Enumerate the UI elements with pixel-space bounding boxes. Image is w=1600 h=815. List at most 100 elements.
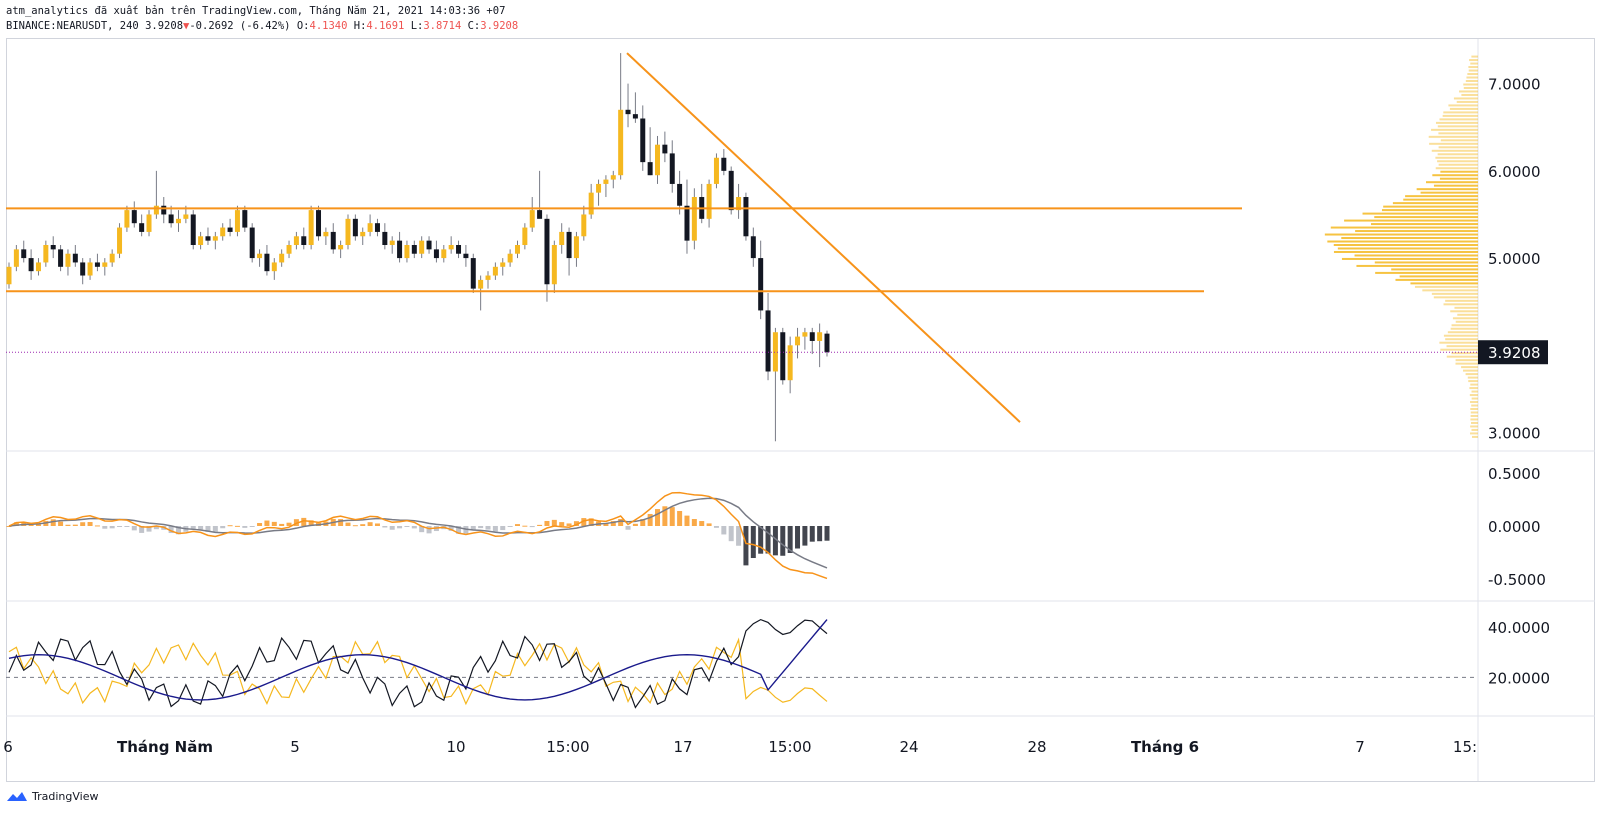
candle-body <box>13 249 19 267</box>
footer: TradingView <box>6 790 98 803</box>
time-axis-label: 15:00 <box>768 738 811 756</box>
candle <box>374 218 380 237</box>
candle <box>456 240 462 259</box>
candle <box>35 258 41 276</box>
volume-profile-bar <box>1470 62 1478 65</box>
candle <box>669 140 675 193</box>
macd-histogram-bar <box>485 526 491 530</box>
macd-histogram-bar <box>190 526 196 529</box>
volume-profile-bar <box>1453 97 1478 100</box>
candle-body <box>566 231 572 259</box>
macd-histogram-bar <box>721 526 727 535</box>
candle-body <box>205 236 211 241</box>
candle <box>338 240 344 259</box>
candle <box>28 249 34 280</box>
candle <box>323 227 329 245</box>
macd-histogram-bar <box>352 525 358 527</box>
candle-body <box>183 214 189 219</box>
candle-body <box>780 332 786 381</box>
volume-profile-bar <box>1416 188 1478 191</box>
macd-histogram-bar <box>780 526 786 556</box>
candle-body <box>721 157 727 171</box>
candle-body <box>80 262 86 276</box>
open-label: O: <box>296 20 310 32</box>
close-value: 3.9208 <box>480 20 519 32</box>
candle-body <box>529 210 535 228</box>
volume-profile-bar <box>1395 278 1478 281</box>
macd-histogram-bar <box>220 526 226 529</box>
time-axis-label: 10 <box>446 738 465 756</box>
candle <box>640 105 646 171</box>
candle <box>485 271 491 289</box>
candle <box>279 249 285 267</box>
candle-body <box>109 253 115 263</box>
macd-histogram-bar <box>308 520 314 526</box>
candle-body <box>234 210 240 232</box>
candle-body <box>706 183 712 219</box>
volume-profile-bar <box>1449 107 1478 110</box>
candle <box>713 153 719 189</box>
volume-profile-bar <box>1337 247 1478 250</box>
candle-body <box>220 227 226 237</box>
low-value: 3.8714 <box>423 20 462 32</box>
macd-histogram-bar <box>736 526 742 546</box>
candle-body <box>87 262 93 276</box>
candle-body <box>618 109 624 176</box>
candle-body <box>249 227 255 259</box>
candle <box>492 262 498 280</box>
candle <box>625 83 631 128</box>
macd-histogram-bar <box>58 521 64 526</box>
volume-profile-bar <box>1425 181 1478 184</box>
macd-histogram-bar <box>647 513 653 526</box>
candle <box>58 245 64 272</box>
volume-profile-bar <box>1439 341 1478 344</box>
candle <box>360 227 366 245</box>
volume-profile-bar <box>1466 76 1478 79</box>
candle-body <box>419 240 425 254</box>
dmi-minus-line <box>8 637 828 706</box>
candle <box>603 175 609 198</box>
volume-profile-bar <box>1442 114 1478 117</box>
candle <box>787 336 793 394</box>
dmi-axis-label: 20.0000 <box>1488 669 1550 687</box>
volume-profile-bar <box>1469 59 1478 62</box>
macd-histogram-bar <box>677 510 683 526</box>
volume-profile-bar <box>1432 174 1478 177</box>
macd-axis-label: 0.5000 <box>1488 465 1541 483</box>
symbol-label[interactable]: BINANCE:NEARUSDT, 240 <box>6 20 139 32</box>
last-price-tag-label: 3.9208 <box>1488 344 1541 362</box>
candle <box>80 258 86 285</box>
volume-profile-bar <box>1433 296 1478 299</box>
macd-histogram-bar <box>802 526 808 546</box>
chart-frame[interactable] <box>6 38 1595 782</box>
candle <box>809 327 815 355</box>
macd-histogram-bar <box>212 526 218 532</box>
chart-canvas[interactable]: 3.9208 7.0000 6.0000 5.0000 3.0000 0.5000 0.00… <box>0 0 1600 790</box>
volume-profile-bar <box>1457 313 1478 316</box>
candle-body <box>345 218 351 245</box>
volume-profile-bar <box>1470 425 1478 428</box>
volume-profile-bar <box>1399 275 1478 278</box>
candle <box>271 258 277 280</box>
macd-histogram-bar <box>795 526 801 549</box>
volume-profile-bar <box>1446 355 1478 358</box>
candle <box>117 223 123 259</box>
brand-label[interactable]: TradingView <box>32 790 99 803</box>
candle <box>175 210 181 232</box>
candle <box>721 149 727 176</box>
volume-profile-bar <box>1447 331 1478 334</box>
candle <box>596 179 602 206</box>
price-axis-label: 6.0000 <box>1488 163 1541 181</box>
candle <box>382 223 388 250</box>
candle-body <box>713 157 719 184</box>
candle-body <box>131 210 137 224</box>
candle-body <box>6 266 12 285</box>
volume-profile-bar <box>1467 73 1478 76</box>
volume-profile-bar <box>1468 69 1478 72</box>
volume-profile-bar <box>1451 324 1478 327</box>
volume-profile-bar <box>1327 240 1478 243</box>
volume-profile-bar <box>1440 170 1478 173</box>
candle <box>249 223 255 263</box>
candle-body <box>514 245 520 254</box>
candle-body <box>21 249 27 259</box>
